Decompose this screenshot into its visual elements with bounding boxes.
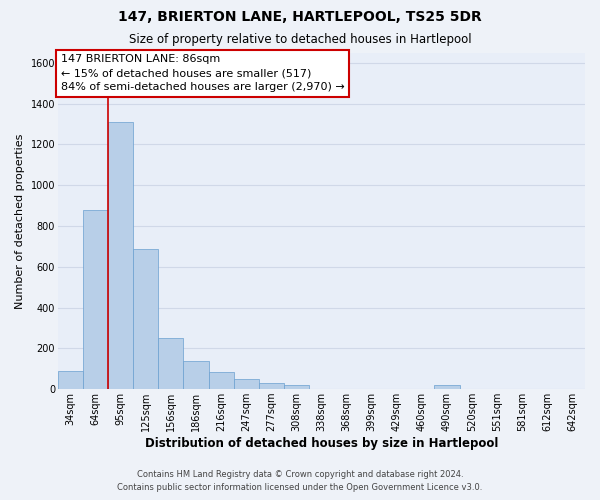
X-axis label: Distribution of detached houses by size in Hartlepool: Distribution of detached houses by size … bbox=[145, 437, 498, 450]
Bar bbox=[233, 378, 259, 389]
Bar bbox=[209, 372, 233, 389]
Bar bbox=[259, 384, 284, 389]
Bar bbox=[158, 338, 184, 389]
Bar bbox=[58, 371, 83, 389]
Bar bbox=[434, 386, 460, 389]
Text: 147, BRIERTON LANE, HARTLEPOOL, TS25 5DR: 147, BRIERTON LANE, HARTLEPOOL, TS25 5DR bbox=[118, 10, 482, 24]
Text: Contains HM Land Registry data © Crown copyright and database right 2024.
Contai: Contains HM Land Registry data © Crown c… bbox=[118, 470, 482, 492]
Y-axis label: Number of detached properties: Number of detached properties bbox=[15, 133, 25, 308]
Bar bbox=[133, 250, 158, 389]
Bar bbox=[108, 122, 133, 389]
Bar bbox=[284, 386, 309, 389]
Text: Size of property relative to detached houses in Hartlepool: Size of property relative to detached ho… bbox=[128, 32, 472, 46]
Bar bbox=[184, 360, 209, 389]
Bar bbox=[83, 210, 108, 389]
Text: 147 BRIERTON LANE: 86sqm
← 15% of detached houses are smaller (517)
84% of semi-: 147 BRIERTON LANE: 86sqm ← 15% of detach… bbox=[61, 54, 344, 92]
